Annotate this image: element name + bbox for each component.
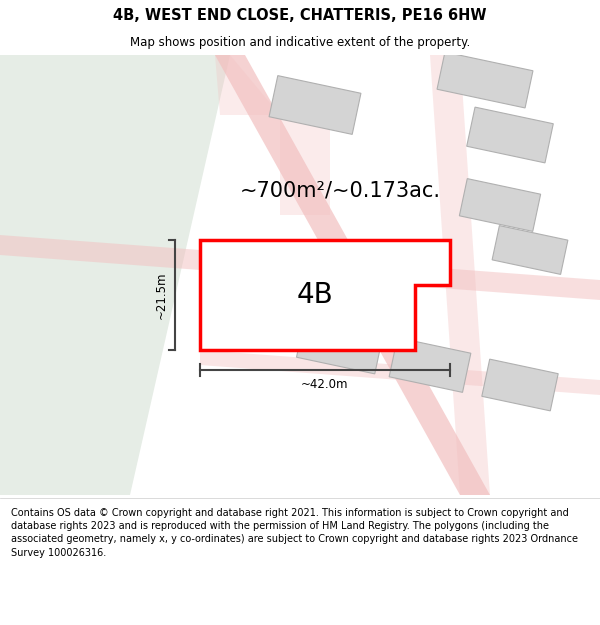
Polygon shape xyxy=(437,52,533,108)
Polygon shape xyxy=(260,262,380,338)
Text: Map shows position and indicative extent of the property.: Map shows position and indicative extent… xyxy=(130,36,470,49)
Text: Contains OS data © Crown copyright and database right 2021. This information is : Contains OS data © Crown copyright and d… xyxy=(11,508,578,558)
Polygon shape xyxy=(269,76,361,134)
Text: 4B: 4B xyxy=(296,281,334,309)
Polygon shape xyxy=(0,55,230,495)
Text: ~21.5m: ~21.5m xyxy=(155,271,167,319)
Polygon shape xyxy=(200,240,450,350)
Polygon shape xyxy=(430,55,490,495)
Polygon shape xyxy=(389,338,471,392)
Text: ~700m²/~0.173ac.: ~700m²/~0.173ac. xyxy=(239,180,440,200)
Polygon shape xyxy=(215,55,490,495)
Polygon shape xyxy=(280,115,330,215)
Polygon shape xyxy=(467,107,553,163)
Polygon shape xyxy=(200,350,600,395)
Polygon shape xyxy=(492,226,568,274)
Polygon shape xyxy=(296,316,383,374)
Polygon shape xyxy=(460,179,541,231)
Polygon shape xyxy=(0,235,600,300)
Text: 4B, WEST END CLOSE, CHATTERIS, PE16 6HW: 4B, WEST END CLOSE, CHATTERIS, PE16 6HW xyxy=(113,8,487,23)
Polygon shape xyxy=(482,359,558,411)
Text: ~42.0m: ~42.0m xyxy=(301,379,349,391)
Polygon shape xyxy=(215,55,280,115)
